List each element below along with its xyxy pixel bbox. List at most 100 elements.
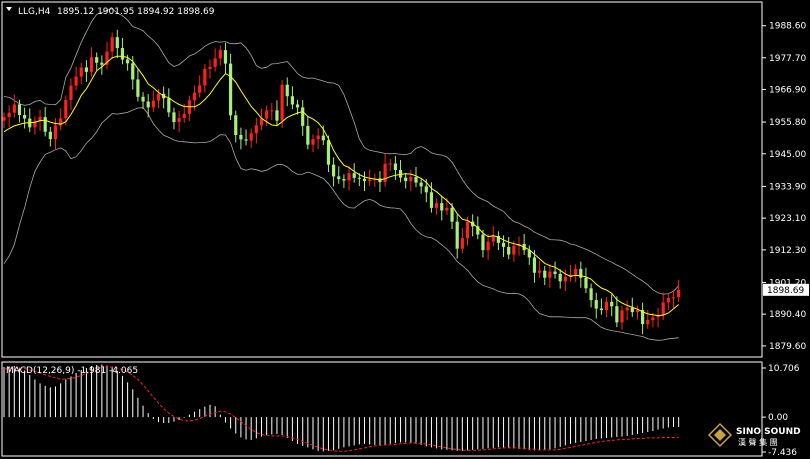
candle xyxy=(74,66,78,91)
candle xyxy=(615,296,619,328)
candle xyxy=(481,229,485,258)
candle xyxy=(465,216,470,246)
candle xyxy=(522,233,526,255)
sino-sound-logo: SINO SOUND 漢 聲 集 團 xyxy=(707,422,801,448)
candle xyxy=(635,305,640,320)
candle xyxy=(543,266,547,286)
price-tick-label: 1933.90 xyxy=(769,182,806,192)
logo-name: SINO SOUND xyxy=(736,427,801,437)
candle xyxy=(270,102,274,121)
price-tick-label: 1988.60 xyxy=(769,22,806,32)
candle xyxy=(342,174,346,188)
candle xyxy=(244,129,248,146)
candle xyxy=(388,158,392,172)
symbol-label: LLG,H4 xyxy=(18,7,51,17)
price-tick-label: 1955.80 xyxy=(769,118,806,128)
candle xyxy=(594,292,598,319)
candle xyxy=(239,127,243,150)
dropdown-triangle-icon[interactable] xyxy=(6,7,12,11)
candle xyxy=(295,99,300,115)
candle xyxy=(332,157,336,187)
candle xyxy=(507,236,511,260)
candle xyxy=(162,86,166,109)
candle xyxy=(429,182,434,213)
candle xyxy=(64,95,68,126)
bollinger-lower xyxy=(3,107,679,341)
candle xyxy=(213,48,217,72)
candle xyxy=(620,305,624,330)
logo-cn: 漢 聲 集 團 xyxy=(738,437,778,447)
macd-signal-line xyxy=(3,366,679,452)
candle xyxy=(120,38,125,65)
candle xyxy=(352,163,356,183)
candle xyxy=(641,302,645,335)
macd-label: MACD(12,26,9) -1.981 -4.065 xyxy=(6,366,138,376)
candle xyxy=(177,110,181,133)
candle xyxy=(105,41,109,70)
candle xyxy=(17,99,22,123)
price-tick-label: 1890.40 xyxy=(769,310,806,320)
candle xyxy=(43,107,47,137)
candle xyxy=(229,53,233,121)
candle xyxy=(285,77,289,107)
candle xyxy=(187,95,191,122)
candle xyxy=(141,92,145,109)
candle xyxy=(579,261,583,288)
candle xyxy=(259,108,264,131)
current-price-marker xyxy=(763,283,809,296)
candle xyxy=(151,90,155,113)
candle xyxy=(599,298,603,315)
candle xyxy=(316,128,320,150)
candle xyxy=(460,228,464,254)
candle xyxy=(471,214,475,237)
candle xyxy=(661,292,665,321)
candle xyxy=(192,85,197,111)
macd-panel-border xyxy=(1,361,763,457)
candle xyxy=(398,159,403,183)
candle xyxy=(208,59,212,79)
ohlc-label: 1895.12 1901.95 1894.92 1898.69 xyxy=(57,7,215,17)
candle xyxy=(69,78,73,111)
candle xyxy=(136,69,140,102)
candle xyxy=(290,86,294,110)
candle xyxy=(568,264,573,282)
candle xyxy=(115,29,119,59)
candle xyxy=(84,60,88,82)
candle xyxy=(33,116,37,135)
candle xyxy=(435,198,439,216)
candle xyxy=(378,171,382,192)
candle xyxy=(656,308,660,328)
candle xyxy=(666,293,670,310)
price-tick-label: 1879.60 xyxy=(769,342,806,352)
candle xyxy=(610,294,614,317)
candle xyxy=(306,115,310,150)
price-tick-label: 1977.70 xyxy=(769,54,806,64)
moving-average xyxy=(3,55,680,317)
candle xyxy=(12,94,16,118)
candle xyxy=(646,310,650,329)
ma-line xyxy=(3,55,680,317)
macd-histogram xyxy=(3,364,680,452)
candle xyxy=(671,289,676,309)
bollinger-upper xyxy=(3,8,679,295)
candle xyxy=(7,105,11,128)
candle xyxy=(393,156,397,180)
candle xyxy=(167,88,171,118)
candle xyxy=(28,108,32,133)
macd-tick-label: 0.00 xyxy=(768,413,788,423)
candle xyxy=(326,135,331,173)
candle xyxy=(275,100,279,126)
candle xyxy=(419,177,423,194)
candle xyxy=(203,64,207,93)
macd-axis: 10.706 0.00 -7.436 xyxy=(761,362,800,458)
candle xyxy=(517,236,521,256)
candle xyxy=(198,75,202,98)
candle xyxy=(455,214,459,259)
price-tick-label: 1923.10 xyxy=(769,214,806,224)
candle xyxy=(79,62,83,84)
macd-panel[interactable] xyxy=(1,361,763,457)
candle xyxy=(280,80,284,128)
candle xyxy=(373,173,377,187)
price-panel[interactable] xyxy=(1,1,763,358)
